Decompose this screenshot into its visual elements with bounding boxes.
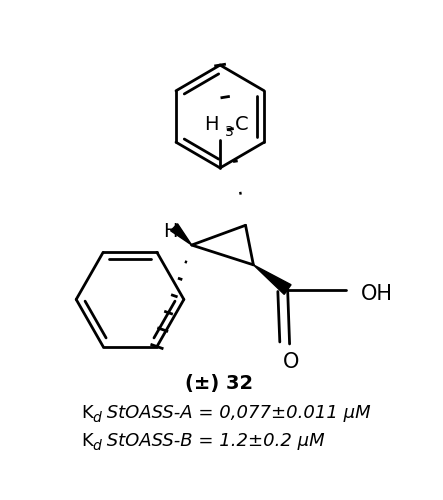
Text: 3: 3 [225, 125, 234, 139]
Text: C: C [235, 116, 249, 134]
Text: StOASS-B = 1.2±0.2 μM: StOASS-B = 1.2±0.2 μM [101, 432, 324, 450]
Text: K: K [81, 404, 93, 422]
Text: StOASS-A = 0,077±0.011 μM: StOASS-A = 0,077±0.011 μM [101, 404, 370, 422]
Text: d: d [93, 411, 101, 425]
Polygon shape [253, 265, 291, 294]
Text: H: H [163, 222, 177, 240]
Text: K: K [81, 432, 93, 450]
Text: d: d [93, 439, 101, 453]
Text: H: H [204, 116, 218, 134]
Text: O: O [284, 352, 300, 372]
Polygon shape [171, 224, 192, 245]
Text: (±) 32: (±) 32 [185, 374, 253, 393]
Text: OH: OH [361, 284, 393, 304]
